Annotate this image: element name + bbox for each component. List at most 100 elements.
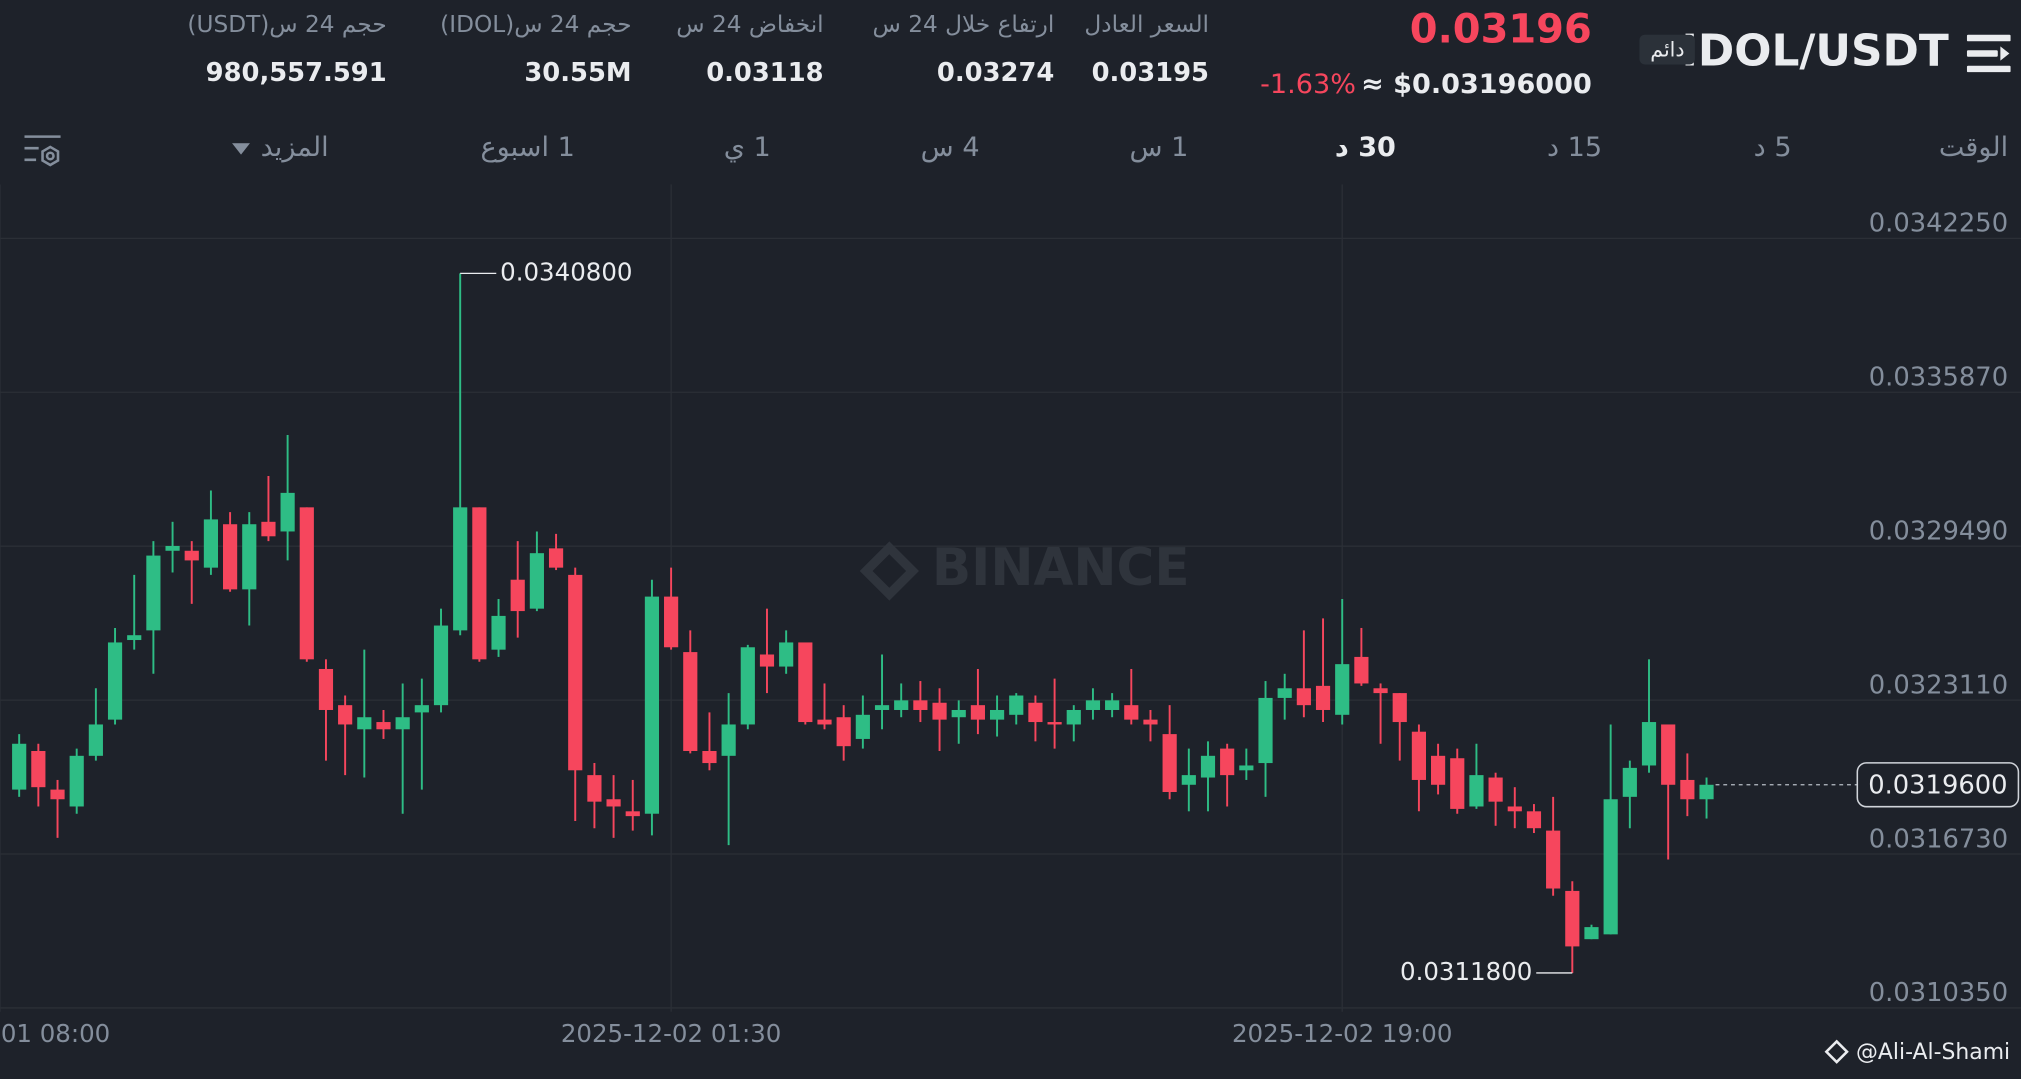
tab[interactable]: 1 اسبوع [480, 131, 575, 163]
candle-body [107, 642, 123, 720]
tab[interactable]: 1 س [1129, 131, 1189, 163]
candle-body [1047, 722, 1062, 725]
candle-body [874, 705, 890, 710]
candle-body [1699, 784, 1714, 800]
candle-body [683, 652, 698, 751]
menu-icon[interactable] [1966, 34, 2011, 75]
credit-logo [1824, 1039, 1849, 1064]
current-price-label: 0.0319600 [1868, 771, 2007, 801]
watermark: BINANCE [859, 538, 1190, 601]
tab-active[interactable]: 30 د [1334, 131, 1396, 163]
candle-body [625, 811, 640, 817]
pair[interactable]: IDOL/USDT [1681, 25, 1949, 78]
candle-body [472, 507, 487, 660]
candle-body [510, 579, 525, 612]
candle-body [1296, 688, 1311, 706]
settings-icon[interactable] [23, 133, 62, 172]
candle-body [1124, 705, 1139, 720]
candle-body [1584, 927, 1599, 940]
candle-body [1105, 700, 1120, 710]
stat-value: 980,557.591 [205, 56, 387, 88]
stat-label: ارتفاع خلال 24 س [872, 11, 1055, 39]
candle-body [587, 775, 602, 802]
candle-body [1431, 755, 1446, 785]
candle-body [88, 724, 103, 756]
candle-body [318, 668, 334, 710]
annotation-label: 0.0311800 [1400, 957, 1532, 986]
tab[interactable]: الوقت [1938, 131, 2009, 163]
candle-body [932, 702, 947, 720]
candle-body [280, 492, 295, 532]
candle-body [127, 635, 142, 641]
candle-body [1315, 685, 1331, 710]
watermark-text: BINANCE [932, 538, 1190, 598]
candle-body [798, 642, 813, 723]
candle-body [1450, 758, 1465, 809]
candle-body [395, 717, 410, 730]
candle-body [1488, 777, 1503, 802]
y-tick-label: 0.0342250 [1869, 209, 2008, 239]
candle-body [1411, 731, 1427, 780]
candle-body [223, 524, 238, 590]
price-change: -1.63% [1260, 68, 1356, 100]
candle-body [1565, 890, 1580, 947]
candle-body [299, 507, 314, 660]
candle-body [1469, 775, 1484, 807]
candle-body [664, 596, 679, 648]
candle-body [1354, 656, 1369, 684]
candle-body [184, 550, 199, 561]
candle-body [779, 642, 794, 667]
tab[interactable]: 5 د [1753, 131, 1792, 163]
credit: @Ali-Al-Shami [1856, 1040, 2010, 1065]
candle-body [376, 722, 391, 730]
candle-body [894, 700, 909, 710]
candle-body [261, 521, 276, 537]
x-tick-label: 2025-12-02 01:30 [561, 1019, 782, 1048]
last-price: 0.03196 [1409, 6, 1592, 53]
candle-body [989, 709, 1005, 720]
candle-body [453, 507, 468, 631]
candle-body [1009, 695, 1024, 715]
candle-body [702, 750, 717, 764]
candle-body [1335, 664, 1350, 715]
x-tick-label: 2025-12-02 19:00 [1232, 1019, 1453, 1048]
candle-body [1066, 709, 1081, 725]
tab[interactable]: 4 س [920, 131, 980, 163]
badge: دائم [1639, 34, 1695, 65]
candle-body [69, 755, 84, 807]
current-price-box [1856, 762, 2020, 808]
candle-body [721, 724, 736, 756]
tab[interactable]: 1 ي [723, 131, 771, 163]
tab[interactable]: 15 د [1546, 131, 1603, 163]
candle-body [203, 519, 219, 568]
candle-body [1546, 830, 1561, 889]
stat-value: 30.55M [524, 56, 632, 88]
candle-body [1028, 702, 1043, 723]
candle-body [31, 750, 46, 788]
candle-body [1258, 697, 1273, 764]
candle-body [606, 799, 621, 807]
stat-label: السعر العادل [1084, 11, 1209, 39]
stat-label: حجم 24 س(USDT) [187, 11, 387, 39]
candle-body [12, 743, 27, 790]
candle-body [1277, 688, 1292, 698]
candle-body [1680, 779, 1695, 800]
candle-body [970, 705, 985, 720]
candle-body [414, 705, 429, 713]
y-tick-label: 0.0335870 [1869, 363, 2008, 393]
annotation-label: 0.0340800 [500, 257, 632, 286]
candle-body [1392, 693, 1407, 723]
candle-body [1526, 811, 1542, 829]
y-tick-label: 0.0310350 [1869, 978, 2008, 1008]
candle-body [568, 574, 583, 771]
stat-value: 0.03274 [936, 56, 1055, 88]
candle-body [50, 789, 65, 800]
candle-body [1641, 722, 1657, 766]
stat-value: 0.03118 [706, 56, 824, 88]
candle-body [338, 705, 353, 725]
candle-body [491, 615, 506, 650]
candle-body [1181, 775, 1196, 785]
candle-body [1603, 799, 1618, 935]
tab[interactable]: المزيد [260, 131, 329, 163]
